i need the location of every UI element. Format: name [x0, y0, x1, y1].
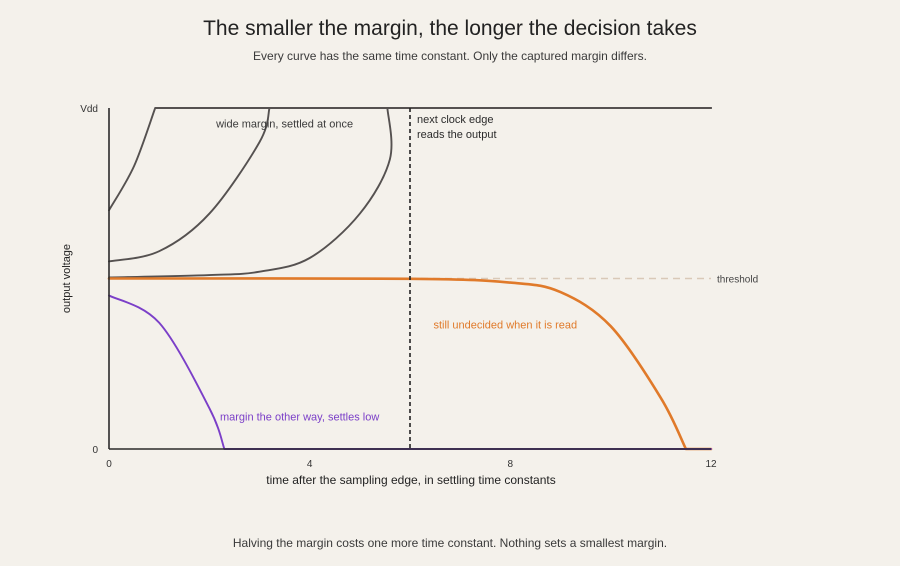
x-tick-label-4: 4 [307, 459, 313, 470]
curve-medium-margin [108, 107, 712, 263]
clock-edge-label-line-1: next clock edge [417, 114, 493, 126]
undecided-annotation: still undecided when it is read [433, 320, 577, 332]
axes: 0 Vdd 0 4 8 12 time after the sampling edge… [61, 104, 717, 487]
clock-edge-label-line-2: reads the output [417, 129, 497, 141]
x-tick-label-8: 8 [508, 459, 514, 470]
y-axis-label: output voltage [61, 244, 73, 313]
threshold-label: threshold [717, 275, 758, 286]
chart-title: The smaller the margin, the longer the d… [203, 17, 697, 40]
series-layer [107, 107, 713, 451]
y-tick-label-vdd: Vdd [80, 104, 98, 115]
y-tick-label-0: 0 [92, 445, 98, 456]
x-tick-label-0: 0 [106, 459, 112, 470]
chart-footer-note: Halving the margin costs one more time c… [232, 536, 668, 550]
x-tick-labels: 0 4 8 12 [106, 459, 717, 470]
other-way-annotation: margin the other way, settles low [220, 412, 379, 424]
curve-tiny-margin [107, 277, 713, 451]
clock-edge-group: next clock edge reads the output [409, 108, 497, 449]
curve-other-way [108, 294, 712, 450]
wide-margin-annotation: wide margin, settled at once [215, 118, 353, 130]
curve-small-margin [108, 107, 712, 279]
curve-wide-margin [108, 107, 712, 212]
annotation-layer: wide margin, settled at once still undec… [215, 118, 577, 423]
chart-subtitle: Every curve has the same time constant. … [253, 49, 647, 63]
x-axis-label: time after the sampling edge, in settlin… [266, 473, 555, 487]
x-tick-label-12: 12 [705, 459, 717, 470]
